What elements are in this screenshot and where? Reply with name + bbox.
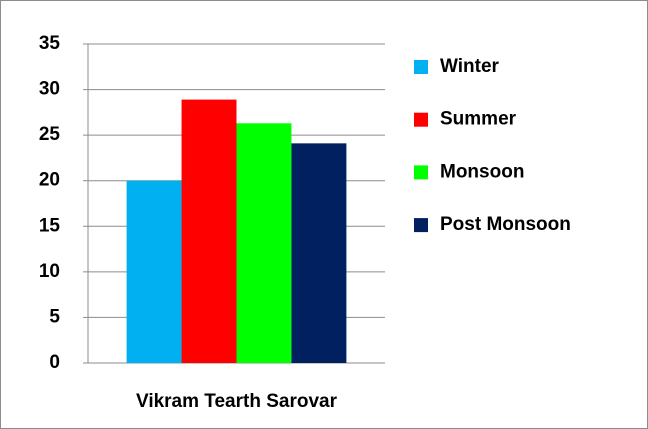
legend-label: Winter <box>440 56 500 77</box>
bar <box>236 123 292 364</box>
x-tick-label: Vikram Tearth Sarovar <box>136 391 338 412</box>
y-tick-label: 30 <box>39 79 60 100</box>
bar <box>181 99 237 364</box>
y-tick-label: 5 <box>49 306 60 327</box>
bar <box>291 143 347 363</box>
legend-label: Summer <box>440 109 517 130</box>
y-tick-label: 25 <box>39 124 61 145</box>
legend-swatch <box>414 112 428 127</box>
y-tick-label: 0 <box>49 352 60 373</box>
legend-label: Monsoon <box>440 161 524 182</box>
legend-swatch <box>414 165 428 180</box>
y-tick-label: 35 <box>39 33 61 54</box>
y-tick-label: 10 <box>39 261 60 282</box>
y-tick-label: 20 <box>39 170 60 191</box>
bar <box>126 180 182 363</box>
legend-swatch <box>414 218 428 233</box>
legend-swatch <box>414 60 428 74</box>
legend-label: Post Monsoon <box>440 214 571 235</box>
y-tick-label: 15 <box>39 215 61 236</box>
